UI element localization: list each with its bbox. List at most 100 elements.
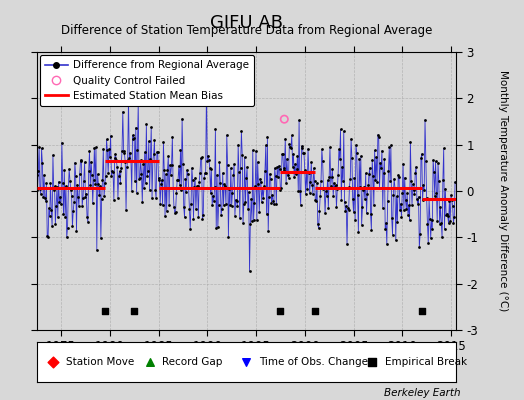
Point [259,194,268,201]
Point [105,146,113,152]
Point [377,165,385,172]
Point [293,153,302,159]
Point [288,132,296,139]
Point [88,172,96,179]
Point [237,128,246,134]
Point [59,211,68,217]
Point [32,172,41,178]
Point [77,158,85,164]
Point [275,163,283,169]
Point [276,187,285,194]
Point [447,197,456,203]
Point [155,177,163,184]
Point [101,179,109,186]
Point [305,190,314,196]
Point [146,155,155,162]
Point [241,199,249,205]
Point [131,178,139,184]
Point [89,200,97,206]
Point [148,195,156,201]
Point [366,211,375,217]
Point [217,212,225,218]
Point [360,184,368,190]
Point [136,174,144,181]
Point [269,198,277,204]
Point [295,117,303,124]
Point [267,176,275,182]
Point [411,170,419,176]
Point [285,141,293,148]
Point [413,200,422,207]
Point [37,191,45,197]
Point [412,164,420,170]
Point [40,172,48,178]
Point [236,165,245,171]
Point [322,192,331,199]
Point [354,229,363,236]
Point [243,164,252,170]
Point [307,159,315,166]
Point [71,159,79,166]
Point [417,155,425,162]
Point [67,187,75,193]
Point [49,152,57,158]
Point [367,227,376,233]
Point [419,182,428,188]
Point [390,176,398,182]
Point [317,178,325,184]
Point [118,108,127,115]
Point [140,149,149,155]
Point [320,185,329,192]
Point [290,174,298,180]
Point [90,177,98,184]
Point [101,308,109,315]
Point [196,170,204,176]
Point [273,164,281,170]
Point [87,159,95,165]
Point [322,188,330,194]
Point [245,189,253,195]
Point [165,202,173,208]
Point [53,184,61,190]
Point [75,203,83,209]
Point [376,160,385,166]
Point [384,198,392,204]
Point [224,234,233,240]
Point [171,208,180,215]
Point [351,217,359,224]
Point [145,138,153,144]
Point [74,194,82,200]
Point [362,170,370,176]
Point [368,157,376,164]
Point [226,202,234,208]
Point [192,206,200,212]
Point [36,186,44,192]
Point [186,226,194,232]
Text: Record Gap: Record Gap [162,357,223,367]
Point [409,181,417,188]
Point [52,203,60,209]
Point [115,173,123,179]
Point [341,208,350,214]
Point [96,235,105,242]
Point [267,199,276,206]
Point [124,95,133,101]
Point [151,187,159,193]
Point [248,147,257,153]
Point [99,146,107,152]
Point [285,174,293,181]
Point [233,203,242,209]
Point [141,180,150,186]
Point [221,183,230,189]
Point [404,212,412,218]
Point [381,226,389,232]
Point [372,154,380,160]
Point [238,152,246,158]
Point [235,169,243,176]
Point [54,178,63,185]
Point [326,182,335,189]
Point [69,208,78,214]
Point [154,149,162,156]
Point [424,240,432,246]
Point [242,359,250,365]
